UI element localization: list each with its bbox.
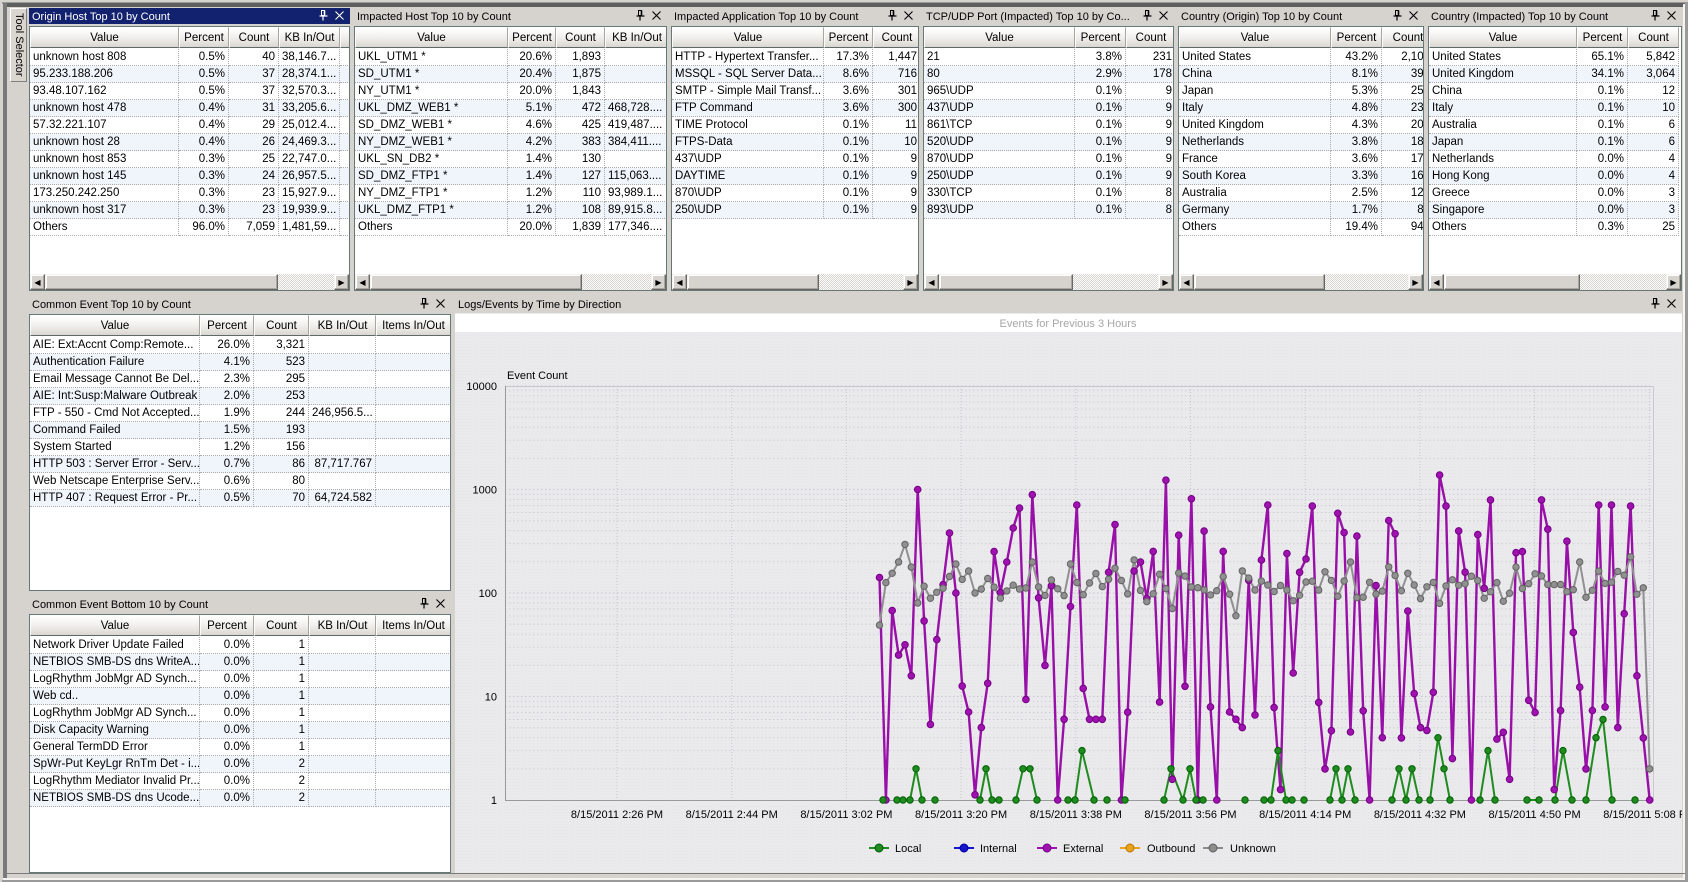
svg-text:8/15/2011 3:20 PM: 8/15/2011 3:20 PM — [915, 809, 1007, 821]
svg-text:8/15/2011 2:44 PM: 8/15/2011 2:44 PM — [686, 809, 778, 821]
svg-text:Events for Previous 3 Hours: Events for Previous 3 Hours — [1000, 318, 1137, 330]
svg-text:8/15/2011 3:56 PM: 8/15/2011 3:56 PM — [1144, 809, 1236, 821]
svg-text:100: 100 — [479, 588, 497, 600]
svg-text:10000: 10000 — [466, 381, 497, 393]
svg-text:8/15/2011 4:14 PM: 8/15/2011 4:14 PM — [1259, 809, 1351, 821]
svg-text:8/15/2011 3:02 PM: 8/15/2011 3:02 PM — [800, 809, 892, 821]
svg-text:8/15/2011 5:08 PM: 8/15/2011 5:08 PM — [1603, 809, 1682, 821]
svg-text:10: 10 — [485, 692, 497, 704]
svg-text:Internal: Internal — [980, 843, 1017, 855]
svg-text:8/15/2011 2:26 PM: 8/15/2011 2:26 PM — [571, 809, 663, 821]
svg-text:Local: Local — [895, 843, 921, 855]
svg-text:1: 1 — [491, 795, 497, 807]
svg-text:Event Count: Event Count — [507, 370, 568, 382]
svg-text:Unknown: Unknown — [1230, 843, 1276, 855]
svg-text:1000: 1000 — [473, 485, 497, 497]
svg-text:Outbound: Outbound — [1147, 843, 1195, 855]
svg-text:8/15/2011 4:50 PM: 8/15/2011 4:50 PM — [1489, 809, 1581, 821]
svg-text:8/15/2011 3:38 PM: 8/15/2011 3:38 PM — [1030, 809, 1122, 821]
svg-text:External: External — [1063, 843, 1103, 855]
svg-text:8/15/2011 4:32 PM: 8/15/2011 4:32 PM — [1374, 809, 1466, 821]
